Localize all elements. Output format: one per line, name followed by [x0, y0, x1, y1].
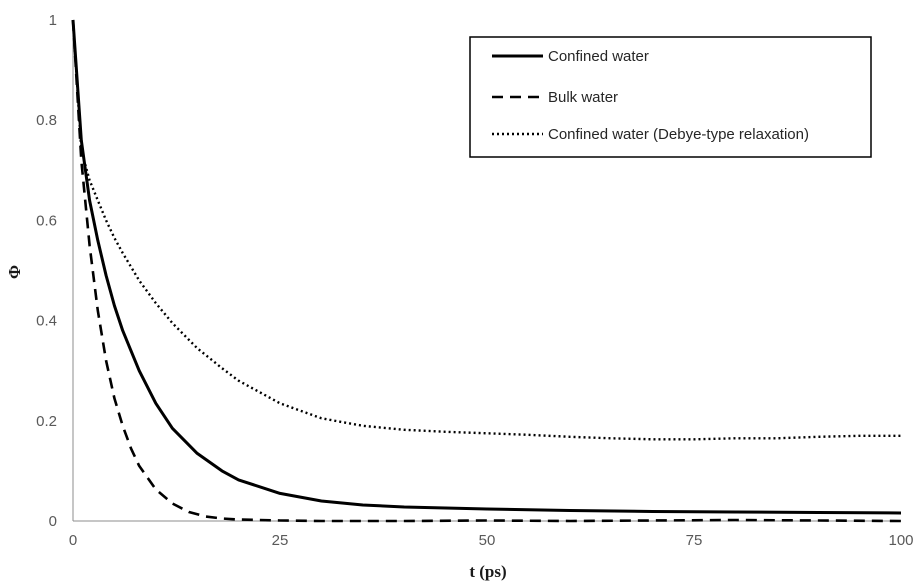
legend-label: Bulk water — [548, 89, 618, 106]
y-tick-label: 0.6 — [36, 212, 57, 229]
y-tick-label: 0.8 — [36, 112, 57, 129]
x-axis-title: t (ps) — [469, 562, 506, 581]
x-tick-label: 25 — [272, 532, 289, 549]
legend-items: Confined water Bulk water Confined water (… — [492, 48, 809, 143]
legend: Confined water Bulk water Confined water (… — [469, 36, 872, 158]
series-line-solid — [71, 19, 902, 515]
y-axis-title: Φ — [5, 265, 24, 279]
y-tick-label: 0 — [49, 513, 57, 530]
series-line-dashed — [71, 19, 902, 523]
y-tick-label: 0.4 — [36, 313, 57, 330]
y-tick-label: 0.2 — [36, 413, 57, 430]
y-tick-label: 1 — [49, 12, 57, 29]
series-lines — [71, 19, 902, 523]
axes — [72, 20, 901, 522]
legend-label: Confined water — [548, 48, 649, 65]
tick-labels: 0 25 50 75 100 0 0.2 0.4 0.6 0.8 1 — [36, 12, 913, 549]
x-tick-label: 0 — [69, 532, 77, 549]
x-tick-label: 50 — [479, 532, 496, 549]
legend-label: Confined water (Debye-type relaxation) — [548, 126, 809, 143]
series-line-dotted — [71, 19, 901, 441]
x-tick-label: 100 — [888, 532, 913, 549]
x-tick-label: 75 — [686, 532, 703, 549]
